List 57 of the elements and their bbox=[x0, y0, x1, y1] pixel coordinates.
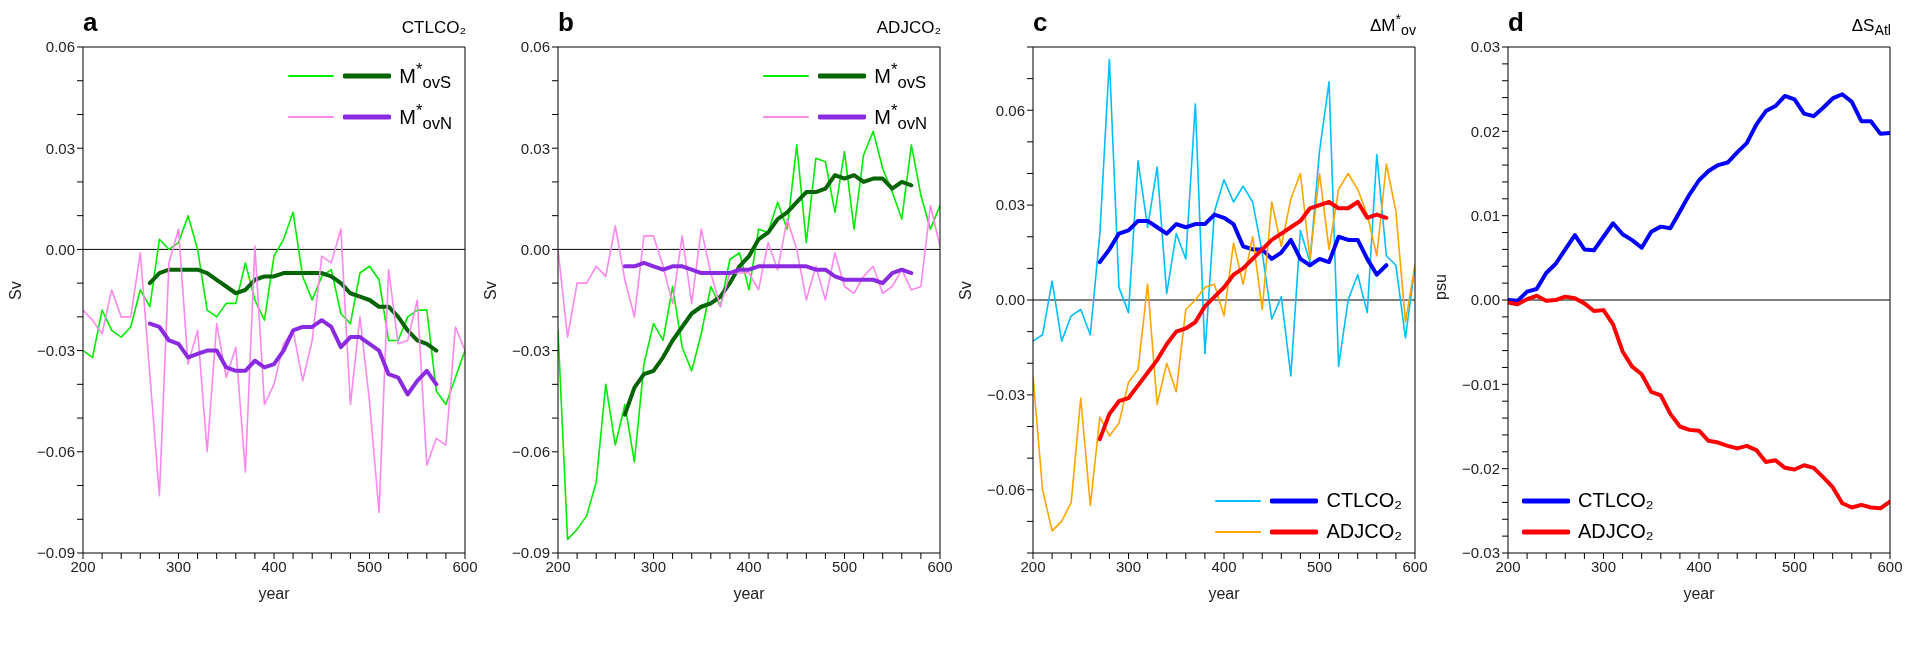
y-tick-label: 0.00 bbox=[995, 291, 1025, 309]
x-tick-label: 600 bbox=[1877, 557, 1903, 575]
x-tick-label: 300 bbox=[640, 557, 667, 575]
y-tick-label: 0.06 bbox=[45, 38, 75, 56]
y-tick-label: −0.03 bbox=[987, 386, 1025, 404]
x-tick-label: 600 bbox=[1402, 557, 1428, 575]
legend-label: CTLCO₂ bbox=[1578, 489, 1654, 512]
x-axis-title: year bbox=[1208, 585, 1241, 602]
y-tick-label: 0.01 bbox=[1470, 206, 1500, 224]
x-tick-label: 300 bbox=[1590, 557, 1617, 575]
x-axis-title: year bbox=[733, 585, 766, 602]
legend-label: ADJCO₂ bbox=[1578, 520, 1654, 543]
chart-title: d bbox=[1508, 7, 1524, 38]
x-tick-label: 500 bbox=[1781, 557, 1808, 575]
x-tick-label: 200 bbox=[1020, 557, 1046, 575]
x-tick-label: 300 bbox=[1115, 557, 1142, 575]
x-tick-label: 400 bbox=[736, 557, 762, 575]
x-tick-label: 600 bbox=[452, 557, 478, 575]
y-tick-label: 0.03 bbox=[995, 196, 1025, 214]
x-axis-title: year bbox=[1683, 585, 1716, 602]
y-tick-label: −0.03 bbox=[512, 341, 550, 359]
chart-title: c bbox=[1033, 7, 1048, 38]
y-tick-label: −0.06 bbox=[987, 481, 1025, 499]
y-tick-label: 0.00 bbox=[1470, 291, 1500, 309]
x-tick-label: 300 bbox=[165, 557, 192, 575]
x-tick-label: 600 bbox=[927, 557, 953, 575]
x-tick-label: 400 bbox=[1211, 557, 1237, 575]
chart-subtitle: CTLCO₂ bbox=[401, 18, 466, 38]
y-tick-label: 0.02 bbox=[1470, 122, 1500, 140]
chart-title: b bbox=[558, 7, 574, 38]
legend-label: CTLCO₂ bbox=[1326, 489, 1402, 512]
y-tick-label: 0.03 bbox=[520, 139, 550, 157]
y-tick-label: −0.02 bbox=[1462, 459, 1500, 477]
y-axis-title: psu bbox=[1431, 274, 1449, 300]
y-tick-label: 0.03 bbox=[1470, 38, 1500, 56]
y-tick-label: 0.06 bbox=[995, 101, 1025, 119]
y-tick-label: −0.06 bbox=[512, 443, 550, 461]
y-tick-label: 0.00 bbox=[520, 240, 550, 258]
x-tick-label: 500 bbox=[831, 557, 858, 575]
y-tick-label: −0.01 bbox=[1462, 375, 1500, 393]
y-axis-title: Sv bbox=[956, 281, 974, 300]
y-tick-label: 0.03 bbox=[45, 139, 75, 157]
x-tick-label: 400 bbox=[1686, 557, 1712, 575]
x-tick-label: 500 bbox=[356, 557, 383, 575]
legend-label: ADJCO₂ bbox=[1326, 520, 1402, 543]
x-tick-label: 500 bbox=[1306, 557, 1333, 575]
chart-subtitle: ADJCO₂ bbox=[876, 18, 941, 38]
x-axis-title: year bbox=[258, 585, 291, 602]
y-axis-title: Sv bbox=[481, 281, 499, 300]
y-tick-label: 0.06 bbox=[520, 38, 550, 56]
y-tick-label: −0.06 bbox=[37, 443, 75, 461]
y-tick-label: −0.03 bbox=[37, 341, 75, 359]
x-tick-label: 400 bbox=[261, 557, 287, 575]
y-tick-label: 0.00 bbox=[45, 240, 75, 258]
chart-title: a bbox=[83, 7, 98, 38]
y-axis-title: Sv bbox=[6, 281, 24, 300]
chart-subtitle: ΔS$_{Atl}$ bbox=[1851, 15, 1891, 38]
